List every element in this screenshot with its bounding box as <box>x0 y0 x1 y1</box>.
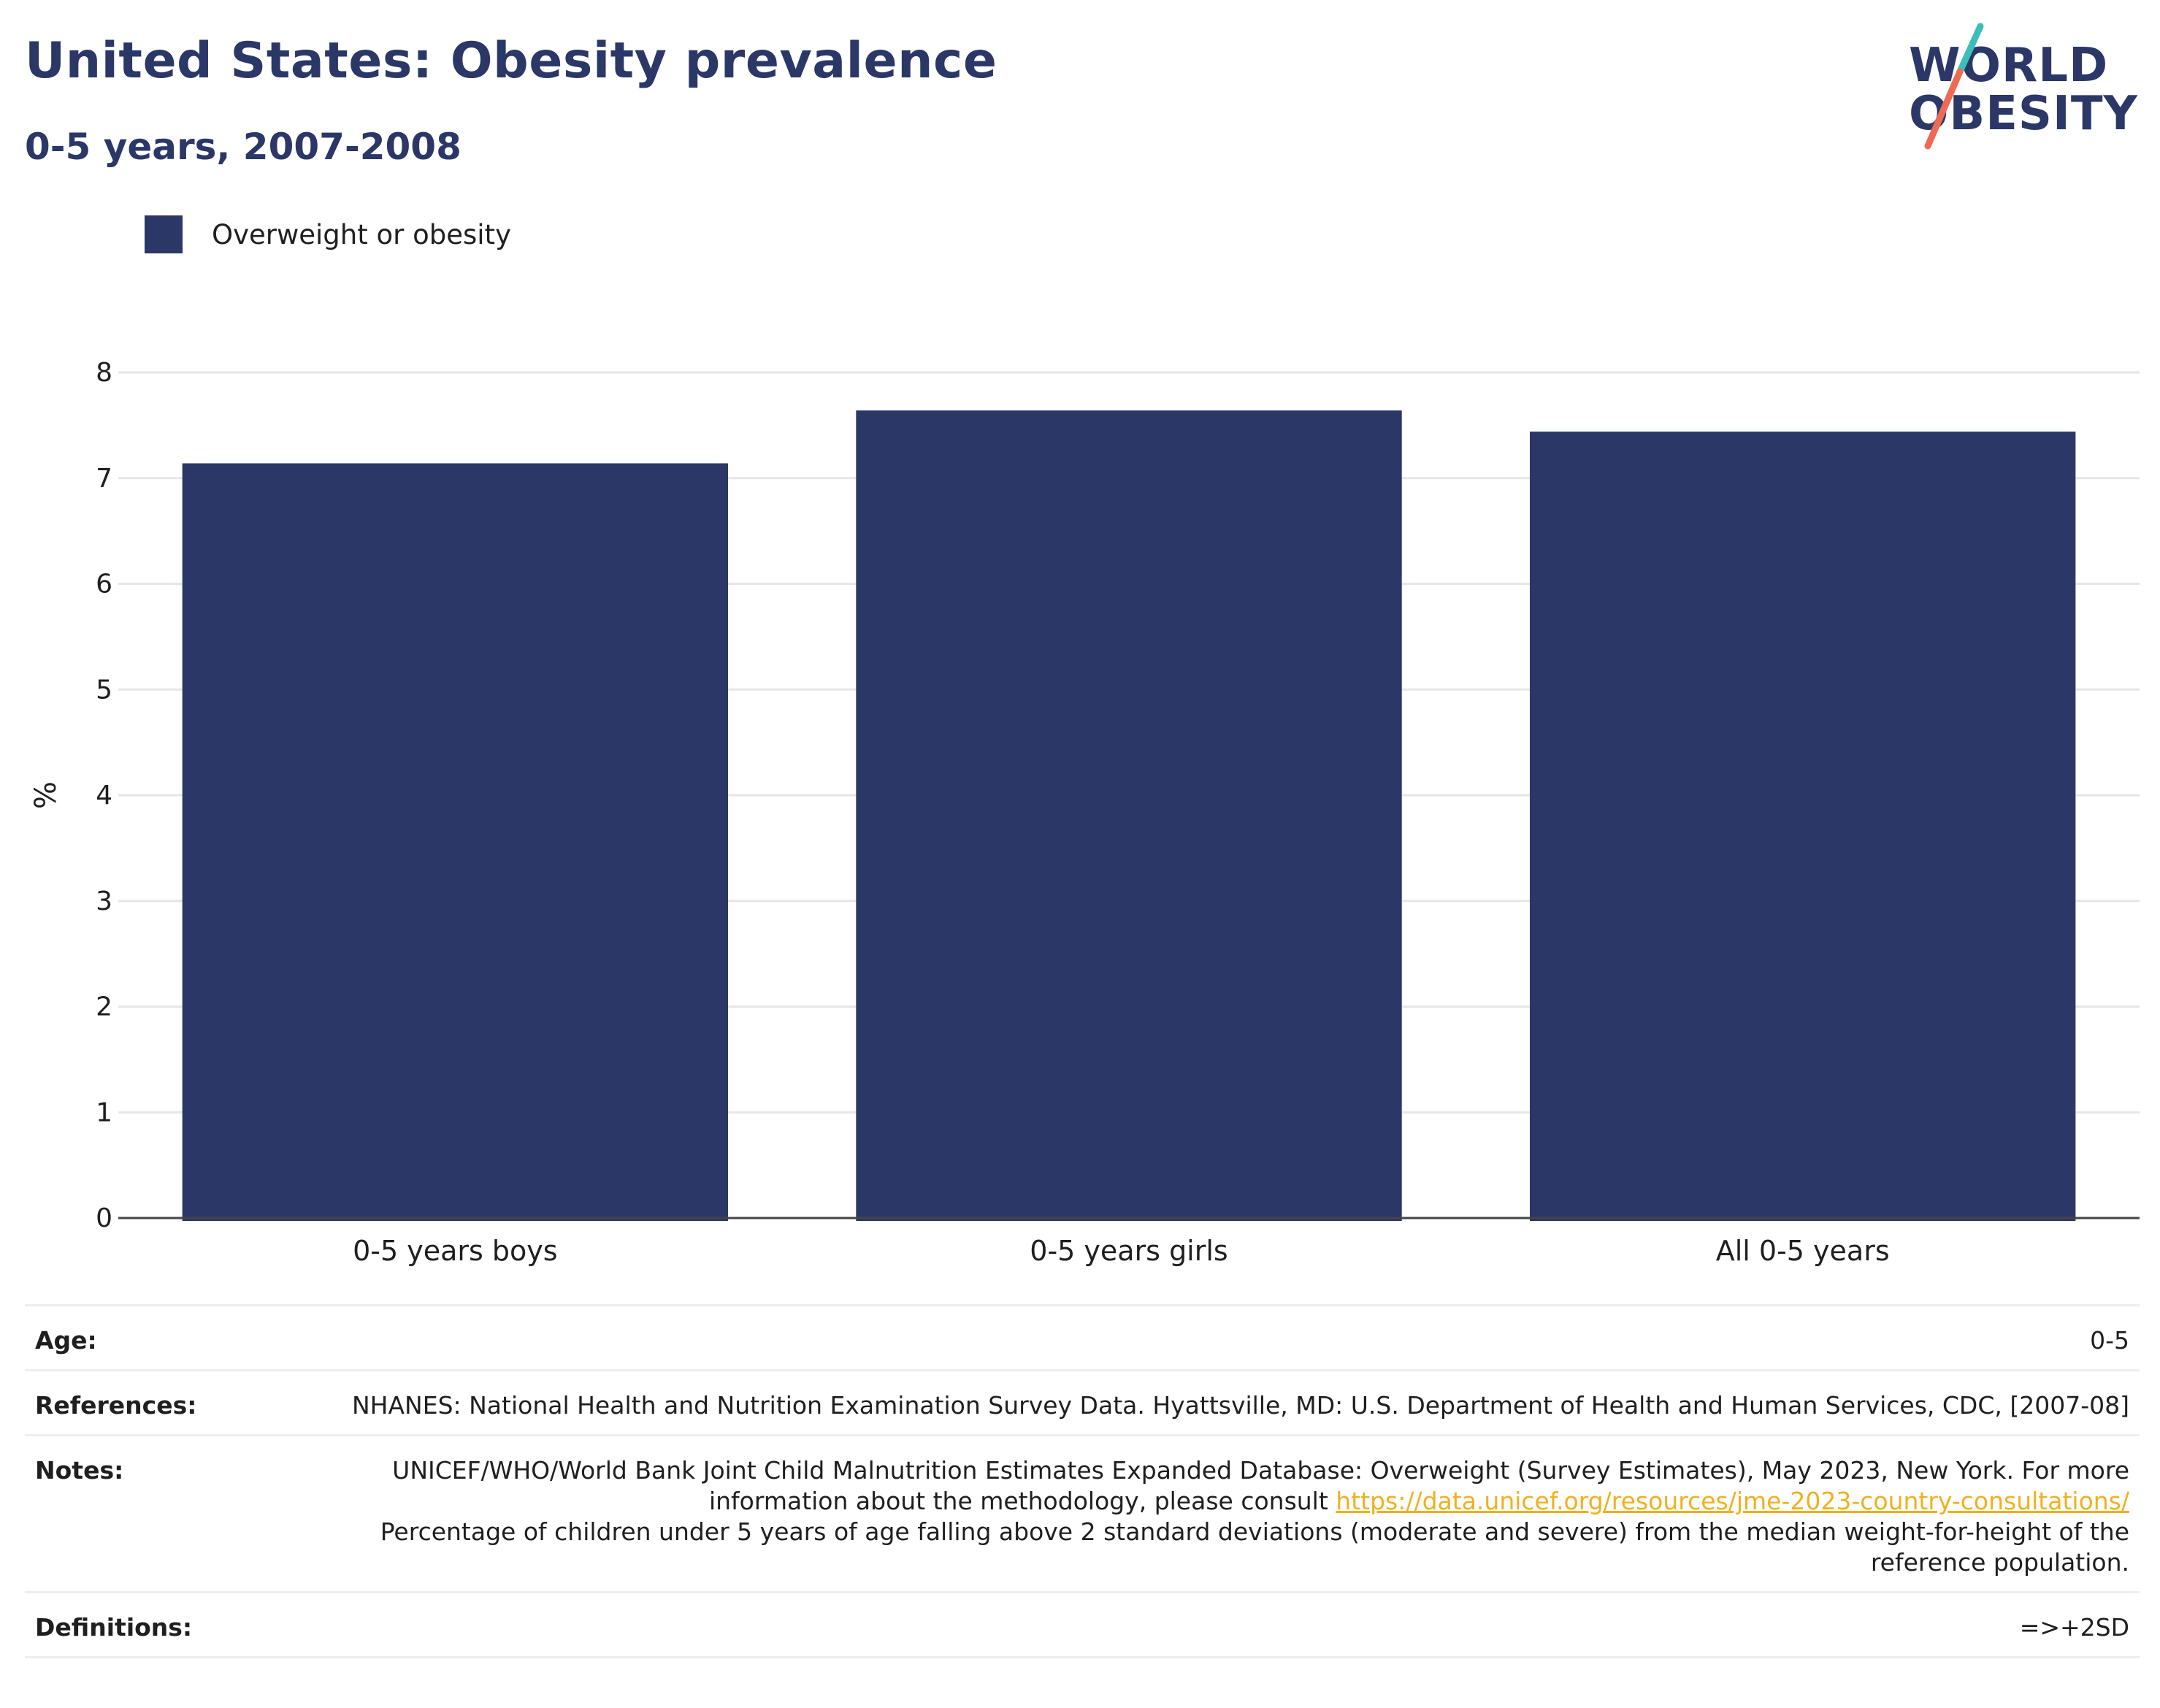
y-tick-label: 8 <box>96 358 112 388</box>
y-tick-label: 5 <box>96 675 112 705</box>
definitions-label: Definitions: <box>35 1613 193 1642</box>
y-tick-label: 0 <box>96 1203 112 1233</box>
age-value: 0-5 <box>2090 1326 2129 1355</box>
info-row-notes: Notes: UNICEF/WHO/World Bank Joint Child… <box>25 1434 2140 1591</box>
y-tick-label: 1 <box>96 1098 112 1127</box>
x-tick-label: All 0-5 years <box>1716 1235 1890 1267</box>
y-tick-label: 7 <box>96 464 112 494</box>
notes-label: Notes: <box>35 1456 124 1485</box>
bar <box>856 410 1402 1221</box>
notes-text-1: UNICEF/WHO/World Bank Joint Child Malnut… <box>392 1456 2129 1515</box>
x-tick-label: 0-5 years girls <box>1030 1235 1228 1267</box>
age-label: Age: <box>35 1326 97 1355</box>
notes-text-2: Percentage of children under 5 years of … <box>380 1517 2129 1577</box>
chart-legend: Overweight or obesity <box>145 215 511 253</box>
references-label: References: <box>35 1391 197 1420</box>
legend-label: Overweight or obesity <box>212 218 511 250</box>
bar-chart: 0 1 2 3 4 5 6 7 8 0-5 years boys 0-5 years girls Al… <box>29 358 2140 1267</box>
info-table: Age: 0-5 References: NHANES: National He… <box>25 1304 2140 1658</box>
y-tick-label: 6 <box>96 570 112 600</box>
x-tick-label: 0-5 years boys <box>353 1235 557 1267</box>
y-tick-label: 2 <box>96 992 112 1022</box>
logo-slash-icon <box>1924 23 1984 150</box>
chart-subtitle: 0-5 years, 2007-2008 <box>25 126 462 168</box>
info-row-definitions: Definitions: =>+2SD <box>25 1591 2140 1658</box>
info-row-age: Age: 0-5 <box>25 1304 2140 1369</box>
definitions-value: =>+2SD <box>2019 1613 2129 1642</box>
notes-value: UNICEF/WHO/World Bank Joint Child Malnut… <box>342 1455 2129 1578</box>
logo-word-world: WORLD <box>1909 39 2109 93</box>
world-obesity-logo: WORLD OBESITY <box>1899 20 2147 152</box>
notes-link[interactable]: https://data.unicef.org/resources/jme-20… <box>1336 1487 2129 1515</box>
legend-swatch <box>145 215 183 253</box>
chart-title: United States: Obesity prevalence <box>25 32 997 90</box>
info-row-references: References: NHANES: National Health and … <box>25 1369 2140 1434</box>
y-tick-label: 3 <box>96 886 112 916</box>
references-value: NHANES: National Health and Nutrition Ex… <box>351 1391 2129 1420</box>
y-tick-label: 4 <box>96 781 112 811</box>
bar <box>182 463 729 1221</box>
bar <box>1529 432 2076 1221</box>
y-axis-label: % <box>29 781 63 809</box>
